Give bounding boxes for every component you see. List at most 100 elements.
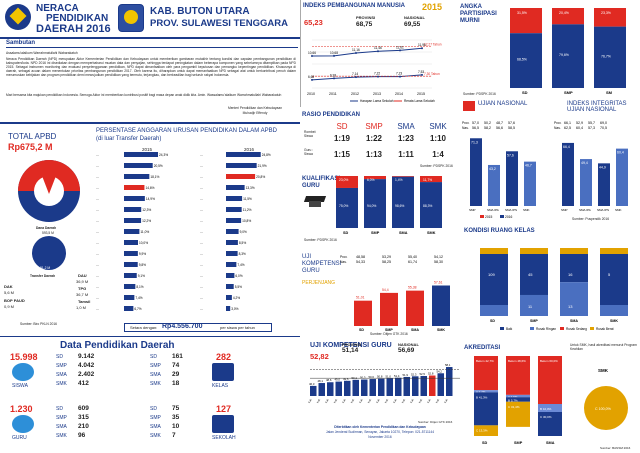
kual-bar-bottom — [392, 176, 414, 228]
ukg2-footer1: Diterbitkan oleh Kementerian Pendidikan … — [334, 425, 426, 429]
ukg-cat: SMK — [437, 328, 445, 332]
un-prov-val: 48,7 — [496, 121, 503, 125]
rasio-rombel-value: 1:22 — [365, 134, 382, 143]
anggaran-right-value: 11,2% — [243, 208, 252, 212]
ipm-line-rerata — [311, 74, 423, 81]
anggaran-left-bar — [124, 284, 136, 289]
siswa-row-value: 4.042 — [78, 362, 95, 369]
un-nas-val: 56,5 — [472, 126, 479, 130]
kual-cat: SMA — [399, 231, 408, 235]
anggaran-left-value: 14,9% — [146, 197, 155, 201]
iiun-bar-label: 66,4 — [563, 145, 570, 149]
anggaran-right-value: 8,5% — [239, 241, 246, 245]
ukg2-cat: Kab. — [393, 398, 398, 404]
anggaran-left-cat: — — [96, 186, 99, 190]
anggaran-right-value: 7,4% — [237, 263, 244, 267]
ruang-baik-label: 45 — [528, 272, 533, 277]
apbd-dana-label: Dana Daerah — [36, 226, 57, 230]
apbd-arrow — [39, 168, 59, 194]
anggaran-right-value: 5,5% — [235, 285, 242, 289]
ruang-cat: SMK — [610, 319, 618, 323]
siswa-row-label: SMK — [56, 381, 67, 387]
ipm-point-rerata — [377, 75, 379, 78]
un-logo — [463, 101, 475, 111]
iiun-cat: SMA IPS — [597, 208, 609, 212]
anggaran-right-cat: — — [200, 263, 203, 267]
ipm-label-harapan: 11,61 — [396, 45, 404, 49]
ipm-point-harapan — [355, 52, 357, 55]
anggaran-year-left: 2015 — [142, 147, 153, 152]
school-icon — [212, 415, 234, 433]
ukg2-bar-label: 51,0 — [386, 374, 392, 378]
akr-seg-label: A 2,9% — [508, 395, 518, 399]
kual-top-label: 23,0% — [339, 178, 348, 182]
header-blue-rule — [0, 37, 300, 39]
apbd-title: TOTAL APBD — [8, 132, 57, 141]
kelas-row-label: SMA — [150, 372, 161, 378]
un-bar — [506, 151, 518, 206]
region-logo-inner — [124, 10, 138, 24]
ukg2-bar — [344, 380, 351, 396]
iiun-bar-label: 44,9 — [599, 165, 606, 169]
ukg2-cat: Kab. — [367, 398, 372, 404]
ukg2-bar-label: 50,3 — [360, 376, 366, 380]
ipm-prov-value: 68,75 — [356, 21, 373, 28]
iiun-prov-val: 69,0 — [600, 121, 607, 125]
tamsil-value: 1,0 M — [76, 305, 87, 310]
ruang-bar-rusak-ringan — [560, 282, 588, 316]
apm-source: Sumber: PDSPK 2016 — [463, 92, 496, 96]
ipm-year-tick: 2014 — [395, 92, 403, 96]
iiun-source: Sumber: Puspendik 2016 — [572, 217, 610, 221]
ukg2-cat: Kab. — [325, 398, 330, 404]
kelas-label: KELAS — [212, 383, 229, 389]
ruang-legend-swatch — [500, 327, 504, 330]
siswa-label: SISWA — [12, 383, 28, 389]
ukg-bar — [432, 285, 450, 326]
ukg2-bar-label: 49,0 — [335, 378, 341, 382]
anggaran-right-bar — [226, 185, 245, 190]
ipm-year-tick: 2013 — [373, 92, 381, 96]
akreditasi-chart: Belum 42,7% A 2,7%B 41,3% C 13,3% SD Belum 4… — [474, 356, 628, 445]
akr-seg-label: B 10,0% — [540, 407, 552, 411]
un-prov-label: Prov. — [462, 121, 470, 125]
un-legend-swatch1 — [480, 215, 484, 218]
kelas-row-value: 161 — [172, 353, 183, 360]
apbd-dana-value: 593,5 M — [42, 231, 54, 235]
anggaran-left-cat: — — [96, 296, 99, 300]
guru-row-label: SMA — [56, 424, 67, 430]
anggaran-left-value: 20,5% — [154, 164, 163, 168]
ukg2-bar — [386, 378, 393, 396]
kual-bottom-label: 94,0% — [367, 204, 376, 208]
apm-bar-bottom — [594, 26, 626, 88]
ukg2-nas-value: 56,69 — [398, 347, 415, 354]
region-line1: KAB. BUTON UTARA — [150, 6, 250, 17]
rasio-rombel-value: 1:10 — [429, 134, 446, 143]
anggaran-right-bar — [226, 273, 235, 278]
kual-top-label: 6,0% — [367, 178, 375, 182]
kualifikasi-chart: 23,0% 75,0% SD 6,0% 94,0% SMP 1,4% 98,6% SMA 11,7… — [336, 176, 442, 235]
anggaran-left-cat: — — [96, 307, 99, 311]
kelas-row-value: 29 — [172, 371, 180, 378]
ukg2-cat: Kab. — [376, 398, 381, 404]
akr-seg-label: C 30,0% — [540, 415, 552, 419]
ipm-nas-label: NASIONAL — [404, 15, 425, 20]
ruang-baik-label: 109 — [488, 272, 495, 277]
ipm-label-harapan: 10,68 — [330, 51, 338, 55]
apm-title-2: PARTISIPASI — [460, 11, 497, 17]
ukg-prov-label: Prov. — [340, 255, 348, 259]
anggaran-left-bar — [124, 240, 138, 245]
ukg2-bar — [378, 378, 385, 396]
header-title-2: PENDIDIKAN — [46, 13, 109, 24]
ruang-bar-rusak-berat — [520, 248, 548, 254]
kual-bar-bottom — [420, 182, 442, 228]
ipm-label-harapan: 11,16 — [352, 48, 360, 52]
ukg2-cat: Kab. — [401, 398, 406, 404]
iiun-prov-val: 52,9 — [576, 121, 583, 125]
ruang-legend-label: Rusak Ringan — [536, 327, 556, 331]
iiun-cat: SMP — [561, 208, 568, 212]
anggaran-left-bar — [124, 273, 137, 278]
akr-segment — [474, 392, 498, 426]
sambutan-bottom-rule — [0, 122, 300, 124]
apm-top-label: 31,5% — [517, 11, 527, 15]
anggaran-right-bar — [226, 284, 234, 289]
